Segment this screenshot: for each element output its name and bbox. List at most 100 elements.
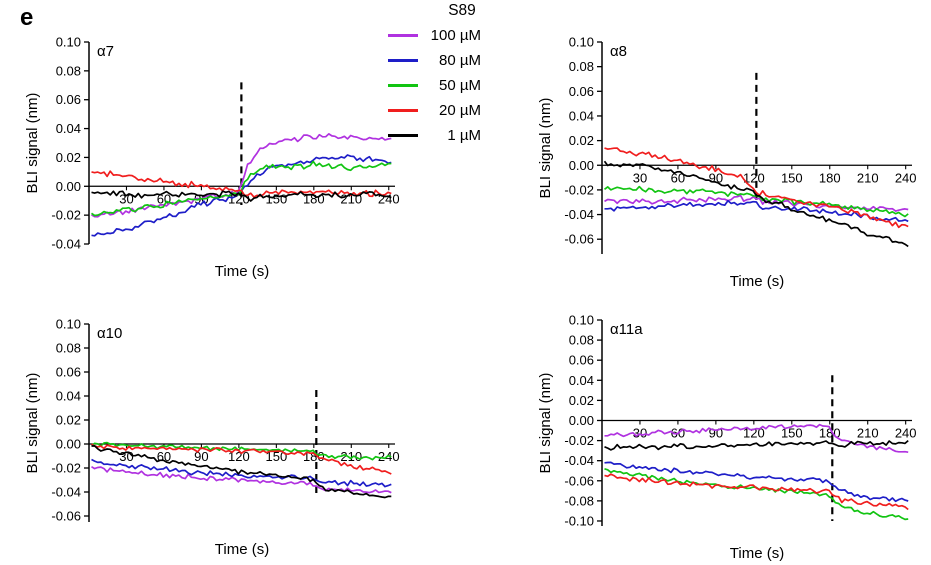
y-tick-label: 0.04 bbox=[56, 121, 81, 136]
x-tick-label: 150 bbox=[265, 449, 287, 464]
x-axis-label: Time (s) bbox=[215, 541, 269, 558]
y-tick-label: -0.04 bbox=[564, 207, 594, 222]
legend-entry: 20 µM bbox=[388, 98, 520, 123]
x-tick-label: 120 bbox=[743, 170, 765, 185]
series-line-50 µM bbox=[91, 441, 392, 461]
x-tick-label: 240 bbox=[378, 191, 400, 206]
x-axis-label: Time (s) bbox=[215, 263, 269, 280]
y-tick-label: 0.08 bbox=[56, 341, 81, 356]
legend-entry: 50 µM bbox=[388, 73, 520, 98]
chart-title: α10 bbox=[97, 325, 122, 342]
legend-entries: 100 µM 80 µM 50 µM 20 µM 1 µM bbox=[388, 23, 520, 148]
series-line-1 µM bbox=[604, 439, 909, 451]
chart-title: α7 bbox=[97, 43, 114, 60]
series-line-20 µM bbox=[604, 473, 909, 511]
series-line-1 µM bbox=[603, 160, 909, 248]
chart-svg-a8: 0.10 0.08 0.06 0.04 0.02 0.00 -0.02 -0.04 -0.06 3… bbox=[537, 35, 917, 291]
chart-alpha10: 0.10 0.08 0.06 0.04 0.02 0.00 -0.02 -0.04 -0.06 3… bbox=[24, 316, 403, 559]
y-tick-label: -0.06 bbox=[51, 509, 81, 524]
legend-title: S89 bbox=[448, 2, 476, 19]
series-line-80 µM bbox=[604, 199, 909, 223]
x-tick-label: 90 bbox=[194, 449, 208, 464]
y-tick-label: 0.00 bbox=[56, 179, 81, 194]
series-line-50 µM bbox=[604, 467, 909, 521]
chart-svg-a11a: 0.10 0.08 0.06 0.04 0.02 0.00 -0.02 -0.04 -0.06 -… bbox=[537, 313, 917, 563]
x-tick-label: 150 bbox=[781, 170, 803, 185]
legend-swatch-2 bbox=[388, 83, 418, 88]
legend-swatch-3 bbox=[388, 108, 418, 113]
y-tick-label: 0.06 bbox=[56, 365, 81, 380]
y-tick-label: -0.02 bbox=[51, 461, 81, 476]
y-tick-label: -0.04 bbox=[51, 485, 81, 500]
legend-entry: 1 µM bbox=[388, 123, 520, 148]
x-axis-label: Time (s) bbox=[730, 273, 784, 290]
series-line-20 µM bbox=[91, 170, 392, 198]
y-tick-label: 0.10 bbox=[56, 35, 81, 50]
legend-entry: 100 µM bbox=[388, 23, 520, 48]
x-axis-label: Time (s) bbox=[730, 545, 784, 562]
series-line-100 µM bbox=[91, 465, 392, 494]
legend-swatch-4 bbox=[388, 133, 418, 138]
legend-label: 1 µM bbox=[447, 127, 481, 144]
series-line-1 µM bbox=[91, 445, 392, 499]
legend-swatch-0 bbox=[388, 33, 418, 38]
legend-entry: 80 µM bbox=[388, 48, 520, 73]
y-tick-label: 0.06 bbox=[56, 92, 81, 107]
y-tick-label: 0.02 bbox=[56, 413, 81, 428]
y-tick-label: -0.02 bbox=[51, 208, 81, 223]
y-tick-label: 0.06 bbox=[569, 353, 594, 368]
legend-label: 100 µM bbox=[430, 27, 481, 44]
y-tick-label: -0.02 bbox=[564, 433, 594, 448]
y-tick-label: 0.06 bbox=[569, 84, 594, 99]
y-tick-label: 0.00 bbox=[569, 413, 594, 428]
chart-alpha7: 0.10 0.08 0.06 0.04 0.02 0.00 -0.02 -0.04 30 60 90… bbox=[24, 34, 403, 281]
y-tick-label: 0.10 bbox=[569, 313, 594, 328]
x-tick-label: 210 bbox=[340, 449, 362, 464]
series-line-1 µM bbox=[91, 190, 392, 202]
legend: S89 100 µM 80 µM 50 µM 20 µM 1 µM bbox=[388, 2, 520, 148]
y-tick-label: 0.10 bbox=[56, 317, 81, 332]
y-tick-label: 0.00 bbox=[56, 437, 81, 452]
y-tick-label: 0.02 bbox=[569, 133, 594, 148]
series-line-80 µM bbox=[91, 458, 392, 488]
y-tick-label: 0.04 bbox=[569, 108, 594, 123]
y-tick-label: -0.02 bbox=[564, 182, 594, 197]
x-tick-label: 30 bbox=[119, 449, 133, 464]
legend-label: 80 µM bbox=[439, 52, 481, 69]
x-tick-label: 150 bbox=[265, 191, 287, 206]
x-tick-label: 30 bbox=[633, 425, 647, 440]
y-axis-label: BLI signal (nm) bbox=[538, 373, 554, 474]
y-tick-label: 0.02 bbox=[569, 393, 594, 408]
y-tick-label: -0.06 bbox=[564, 473, 594, 488]
chart-alpha11a: 0.10 0.08 0.06 0.04 0.02 0.00 -0.02 -0.04 -0.06 -… bbox=[537, 312, 920, 563]
y-tick-label: 0.08 bbox=[569, 59, 594, 74]
x-tick-label: 210 bbox=[857, 425, 879, 440]
series-line-100 µM bbox=[604, 423, 909, 454]
y-tick-label: 0.04 bbox=[569, 373, 594, 388]
x-tick-label: 210 bbox=[857, 170, 879, 185]
y-axis-label: BLI signal (nm) bbox=[25, 93, 41, 194]
x-tick-label: 60 bbox=[157, 449, 171, 464]
y-tick-label: 0.08 bbox=[56, 63, 81, 78]
y-tick-label: 0.04 bbox=[56, 389, 81, 404]
y-tick-label: 0.08 bbox=[569, 333, 594, 348]
y-tick-label: -0.06 bbox=[564, 232, 594, 247]
chart-alpha8: 0.10 0.08 0.06 0.04 0.02 0.00 -0.02 -0.04 -0.06 3… bbox=[537, 34, 920, 291]
x-tick-label: 240 bbox=[895, 425, 917, 440]
x-tick-label: 30 bbox=[633, 170, 647, 185]
y-tick-label: -0.10 bbox=[564, 513, 594, 528]
y-tick-label: -0.08 bbox=[564, 493, 594, 508]
x-tick-label: 60 bbox=[671, 170, 685, 185]
y-axis-label: BLI signal (nm) bbox=[25, 373, 41, 474]
y-axis-label: BLI signal (nm) bbox=[538, 98, 554, 199]
series-line-80 µM bbox=[604, 461, 909, 503]
x-tick-label: 30 bbox=[119, 191, 133, 206]
y-tick-label: 0.10 bbox=[569, 35, 594, 50]
chart-title: α11a bbox=[610, 321, 643, 338]
series-line-100 µM bbox=[91, 133, 392, 218]
x-tick-label: 120 bbox=[228, 449, 250, 464]
panel-label: e bbox=[20, 4, 34, 31]
y-tick-label: -0.04 bbox=[564, 453, 594, 468]
